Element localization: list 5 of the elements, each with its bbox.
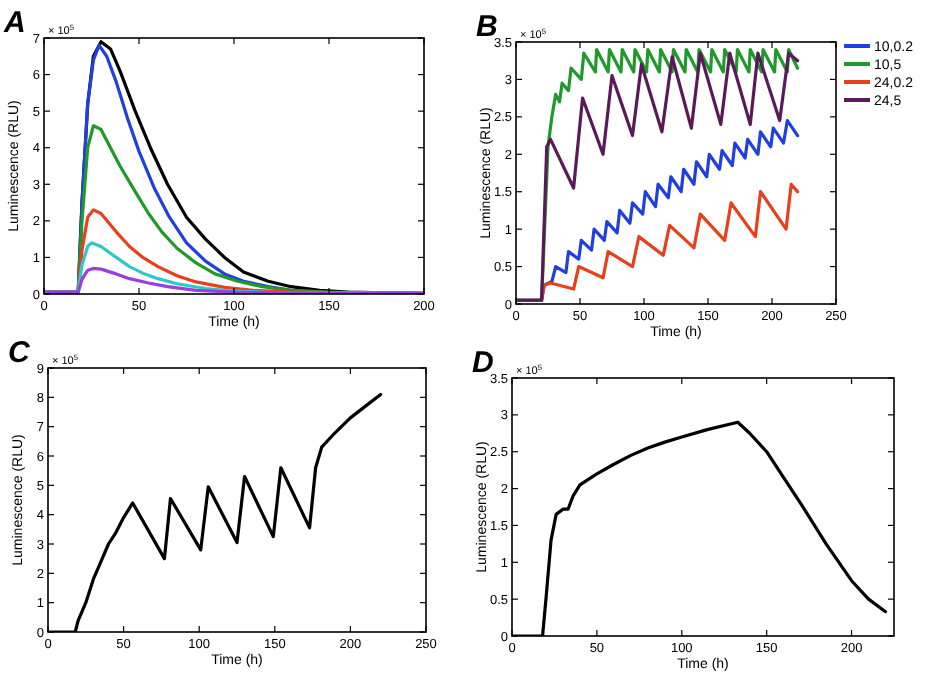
- chart-title: C: [8, 336, 32, 370]
- chart-title: B: [476, 10, 498, 44]
- line-series: [44, 266, 424, 294]
- chart-title: A: [2, 6, 26, 40]
- chart-title: D: [472, 346, 494, 380]
